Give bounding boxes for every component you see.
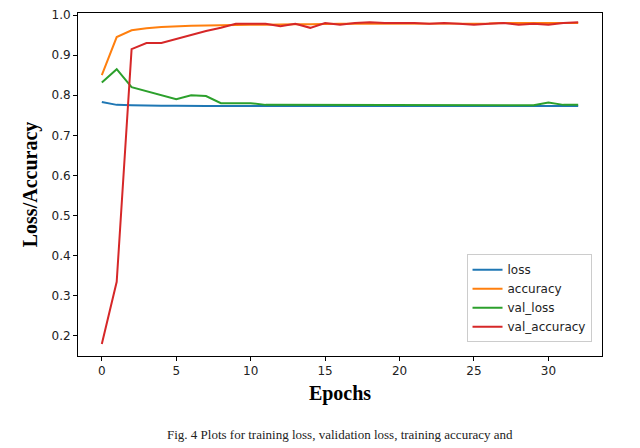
svg-text:0.7: 0.7 [52,129,71,143]
svg-text:30: 30 [541,364,556,378]
svg-text:0.3: 0.3 [52,289,71,303]
svg-text:10: 10 [243,364,258,378]
svg-text:Epochs: Epochs [309,382,371,405]
svg-text:val_loss: val_loss [508,301,555,315]
svg-text:loss: loss [508,263,531,277]
svg-text:0.4: 0.4 [52,249,71,263]
svg-text:0.8: 0.8 [52,88,71,102]
svg-text:accuracy: accuracy [508,282,562,296]
svg-text:15: 15 [317,364,332,378]
svg-text:5: 5 [172,364,180,378]
svg-text:0: 0 [98,364,106,378]
svg-text:0.2: 0.2 [52,329,71,343]
svg-text:val_accuracy: val_accuracy [508,320,586,334]
svg-text:Loss/Accuracy: Loss/Accuracy [19,122,42,248]
svg-text:0.5: 0.5 [52,209,71,223]
svg-text:Fig. 4 Plots for training loss: Fig. 4 Plots for training loss, validati… [167,427,513,442]
svg-text:0.6: 0.6 [52,169,71,183]
svg-text:20: 20 [392,364,407,378]
svg-text:0.9: 0.9 [52,48,71,62]
svg-text:25: 25 [466,364,481,378]
svg-text:1.0: 1.0 [52,8,71,22]
